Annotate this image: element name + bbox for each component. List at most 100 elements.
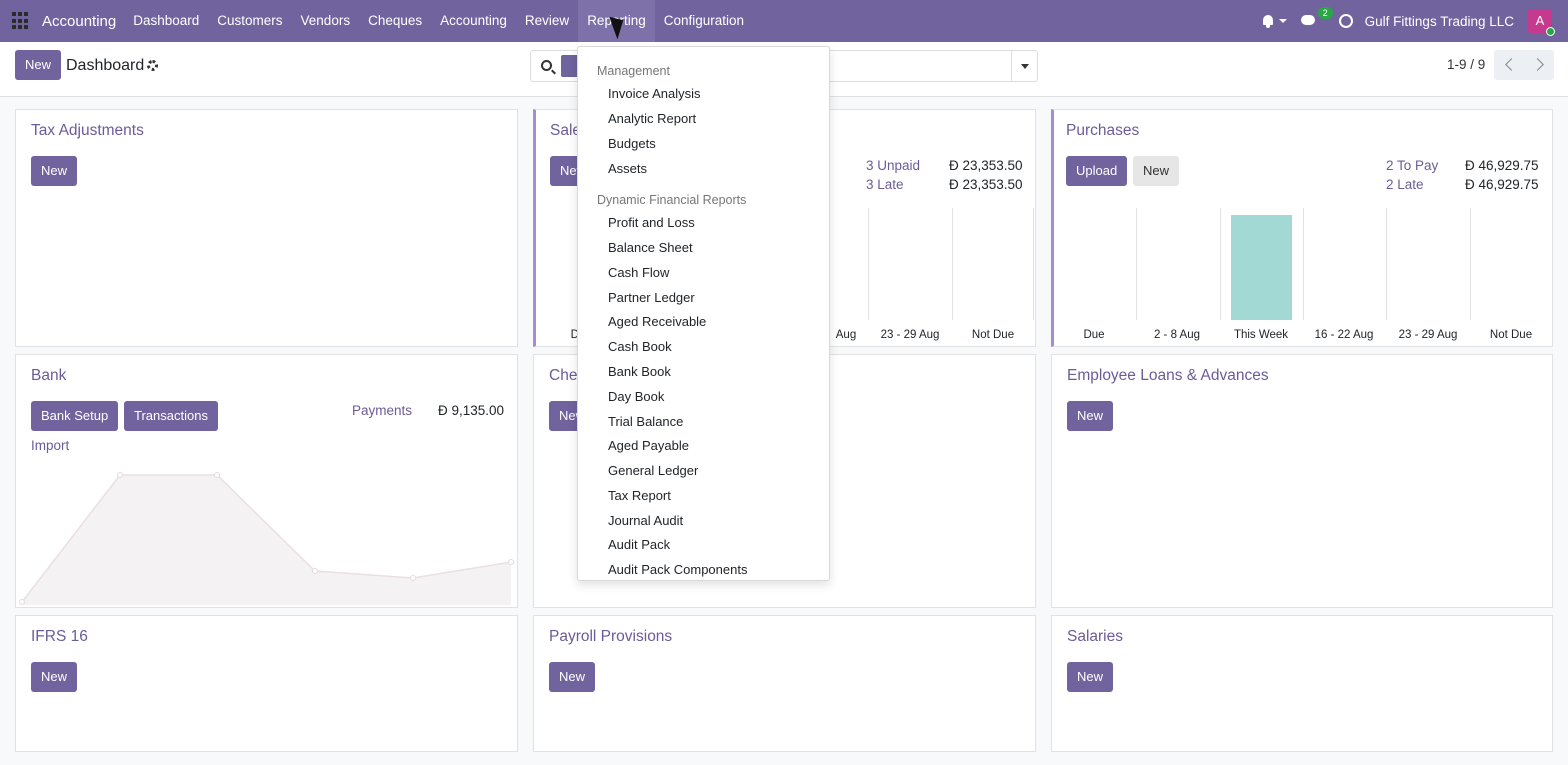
dropdown-item-partner-ledger[interactable]: Partner Ledger xyxy=(608,290,695,305)
dropdown-item-audit-pack[interactable]: Audit Pack xyxy=(608,537,671,552)
sales-late-value: Đ 23,353.50 xyxy=(949,177,1023,192)
card-title[interactable]: Che xyxy=(549,367,578,384)
dropdown-item-assets[interactable]: Assets xyxy=(608,161,648,176)
menu-accounting[interactable]: Accounting xyxy=(440,13,507,28)
card-payroll-provisions: Payroll Provisions New xyxy=(533,615,1036,752)
chat-icon[interactable]: 2 xyxy=(1300,7,1333,28)
sales-unpaid-value: Đ 23,353.50 xyxy=(949,158,1023,173)
x-tick-label: 16 - 22 Aug xyxy=(1314,329,1374,341)
x-tick-label: 2 - 8 Aug xyxy=(1153,329,1201,341)
card-title[interactable]: Purchases xyxy=(1066,122,1140,139)
chart-gridline xyxy=(1220,208,1221,320)
bank-payments-link[interactable]: Payments xyxy=(352,403,413,418)
chart-point xyxy=(410,575,416,581)
ifrs-new-button[interactable]: New xyxy=(31,662,78,692)
chart-line xyxy=(21,474,512,603)
card-title[interactable]: Sale xyxy=(550,122,582,139)
search-options-toggle[interactable] xyxy=(1011,51,1037,81)
chevron-down-icon[interactable] xyxy=(1278,19,1287,23)
bell-icon[interactable] xyxy=(1261,14,1275,28)
dropdown-item-profit-and-loss[interactable]: Profit and Loss xyxy=(608,215,695,230)
sales-unpaid-link[interactable]: 3 Unpaid xyxy=(866,158,921,173)
x-tick-label: Not Due xyxy=(1489,329,1533,341)
payroll-new-button[interactable]: New xyxy=(549,662,596,692)
purchases-late-value: Đ 46,929.75 xyxy=(1465,177,1539,192)
menu-reporting[interactable]: Reporting xyxy=(578,0,655,42)
x-tick-label: This Week xyxy=(1233,329,1289,341)
navbar-systray: 2 Gulf Fittings Trading LLC A xyxy=(1261,0,1568,42)
dropdown-section-header: Dynamic Financial Reports xyxy=(597,193,747,207)
card-title[interactable]: IFRS 16 xyxy=(31,628,88,645)
menu-review[interactable]: Review xyxy=(524,13,570,28)
chart-area-fill xyxy=(22,475,511,605)
dropdown-section-header: Management xyxy=(597,64,670,78)
card-title[interactable]: Bank xyxy=(31,367,67,384)
dropdown-item-trial-balance[interactable]: Trial Balance xyxy=(608,414,684,429)
dropdown-item-day-book[interactable]: Day Book xyxy=(608,389,665,404)
card-bank: Bank Bank Setup Transactions Payments Đ … xyxy=(15,354,518,608)
new-button[interactable]: New xyxy=(15,50,62,80)
chart-gridline xyxy=(952,208,953,320)
menu-dashboard[interactable]: Dashboard xyxy=(133,13,200,28)
menu-cheques[interactable]: Cheques xyxy=(368,13,423,28)
dropdown-item-journal-audit[interactable]: Journal Audit xyxy=(608,513,684,528)
menu-customers[interactable]: Customers xyxy=(217,13,283,28)
menu-vendors[interactable]: Vendors xyxy=(300,13,351,28)
purchases-upload-button[interactable]: Upload xyxy=(1066,156,1128,186)
gear-icon[interactable] xyxy=(147,60,158,71)
top-navbar: Accounting Dashboard Customers Vendors C… xyxy=(0,0,1568,42)
chart-gridline xyxy=(1033,208,1034,320)
apps-grid-icon[interactable] xyxy=(12,12,30,30)
card-employee-loans: Employee Loans & Advances New xyxy=(1051,354,1553,608)
card-tax-adjustments: Tax Adjustments New xyxy=(15,109,518,347)
chart-point xyxy=(19,599,25,605)
dropdown-item-cash-flow[interactable]: Cash Flow xyxy=(608,265,670,280)
clock-icon[interactable] xyxy=(1338,14,1353,28)
card-title[interactable]: Payroll Provisions xyxy=(549,628,673,645)
bank-transactions-button[interactable]: Transactions xyxy=(124,401,218,431)
dropdown-item-bank-book[interactable]: Bank Book xyxy=(608,364,671,379)
x-tick-label: 23 - 29 Aug xyxy=(1398,329,1458,341)
dropdown-item-aged-receivable[interactable]: Aged Receivable xyxy=(608,314,707,329)
purchases-topay-link[interactable]: 2 To Pay xyxy=(1386,158,1439,173)
dropdown-item-analytic-report[interactable]: Analytic Report xyxy=(608,111,697,126)
avatar-letter: A xyxy=(1535,13,1545,28)
dropdown-item-audit-pack-components[interactable]: Audit Pack Components xyxy=(608,562,748,577)
salaries-new-button[interactable]: New xyxy=(1067,662,1114,692)
dropdown-item-aged-payable[interactable]: Aged Payable xyxy=(608,438,689,453)
card-title[interactable]: Employee Loans & Advances xyxy=(1067,367,1269,384)
chart-gridline xyxy=(1136,208,1137,320)
pager-next-button[interactable] xyxy=(1524,50,1554,80)
app-brand[interactable]: Accounting xyxy=(42,12,117,30)
user-avatar[interactable]: A xyxy=(1528,9,1555,36)
chart-point xyxy=(214,472,220,478)
dropdown-item-invoice-analysis[interactable]: Invoice Analysis xyxy=(608,86,701,101)
pager-value[interactable]: 1-9 / 9 xyxy=(1447,57,1486,72)
purchases-late-link[interactable]: 2 Late xyxy=(1386,177,1424,192)
bank-import-link[interactable]: Import xyxy=(31,438,70,453)
bank-balance-chart[interactable] xyxy=(16,460,516,605)
chart-gridline xyxy=(868,208,869,320)
x-tick-label: Aug xyxy=(835,329,857,341)
pager-previous-button[interactable] xyxy=(1494,50,1524,80)
dropdown-item-budgets[interactable]: Budgets xyxy=(608,136,656,151)
tax-new-button[interactable]: New xyxy=(31,156,78,186)
dropdown-item-balance-sheet[interactable]: Balance Sheet xyxy=(608,240,693,255)
purchases-new-button[interactable]: New xyxy=(1133,156,1180,186)
loans-new-button[interactable]: New xyxy=(1067,401,1114,431)
reporting-dropdown-menu: Management Invoice Analysis Analytic Rep… xyxy=(577,46,830,581)
filter-facet-icon[interactable] xyxy=(561,55,579,77)
dropdown-item-cash-book[interactable]: Cash Book xyxy=(608,339,672,354)
online-status-icon xyxy=(1546,27,1555,36)
chart-bar-this-week[interactable] xyxy=(1231,215,1292,320)
purchases-chart[interactable]: Due 2 - 8 Aug This Week 16 - 22 Aug 23 -… xyxy=(1054,208,1553,348)
dropdown-item-general-ledger[interactable]: General Ledger xyxy=(608,463,699,478)
card-title[interactable]: Salaries xyxy=(1067,628,1123,645)
company-switcher[interactable]: Gulf Fittings Trading LLC xyxy=(1364,13,1514,29)
menu-configuration[interactable]: Configuration xyxy=(663,13,745,28)
search-icon xyxy=(541,60,552,71)
sales-late-link[interactable]: 3 Late xyxy=(866,177,904,192)
dropdown-item-tax-report[interactable]: Tax Report xyxy=(608,488,671,503)
card-title[interactable]: Tax Adjustments xyxy=(31,122,144,139)
bank-setup-button[interactable]: Bank Setup xyxy=(31,401,119,431)
